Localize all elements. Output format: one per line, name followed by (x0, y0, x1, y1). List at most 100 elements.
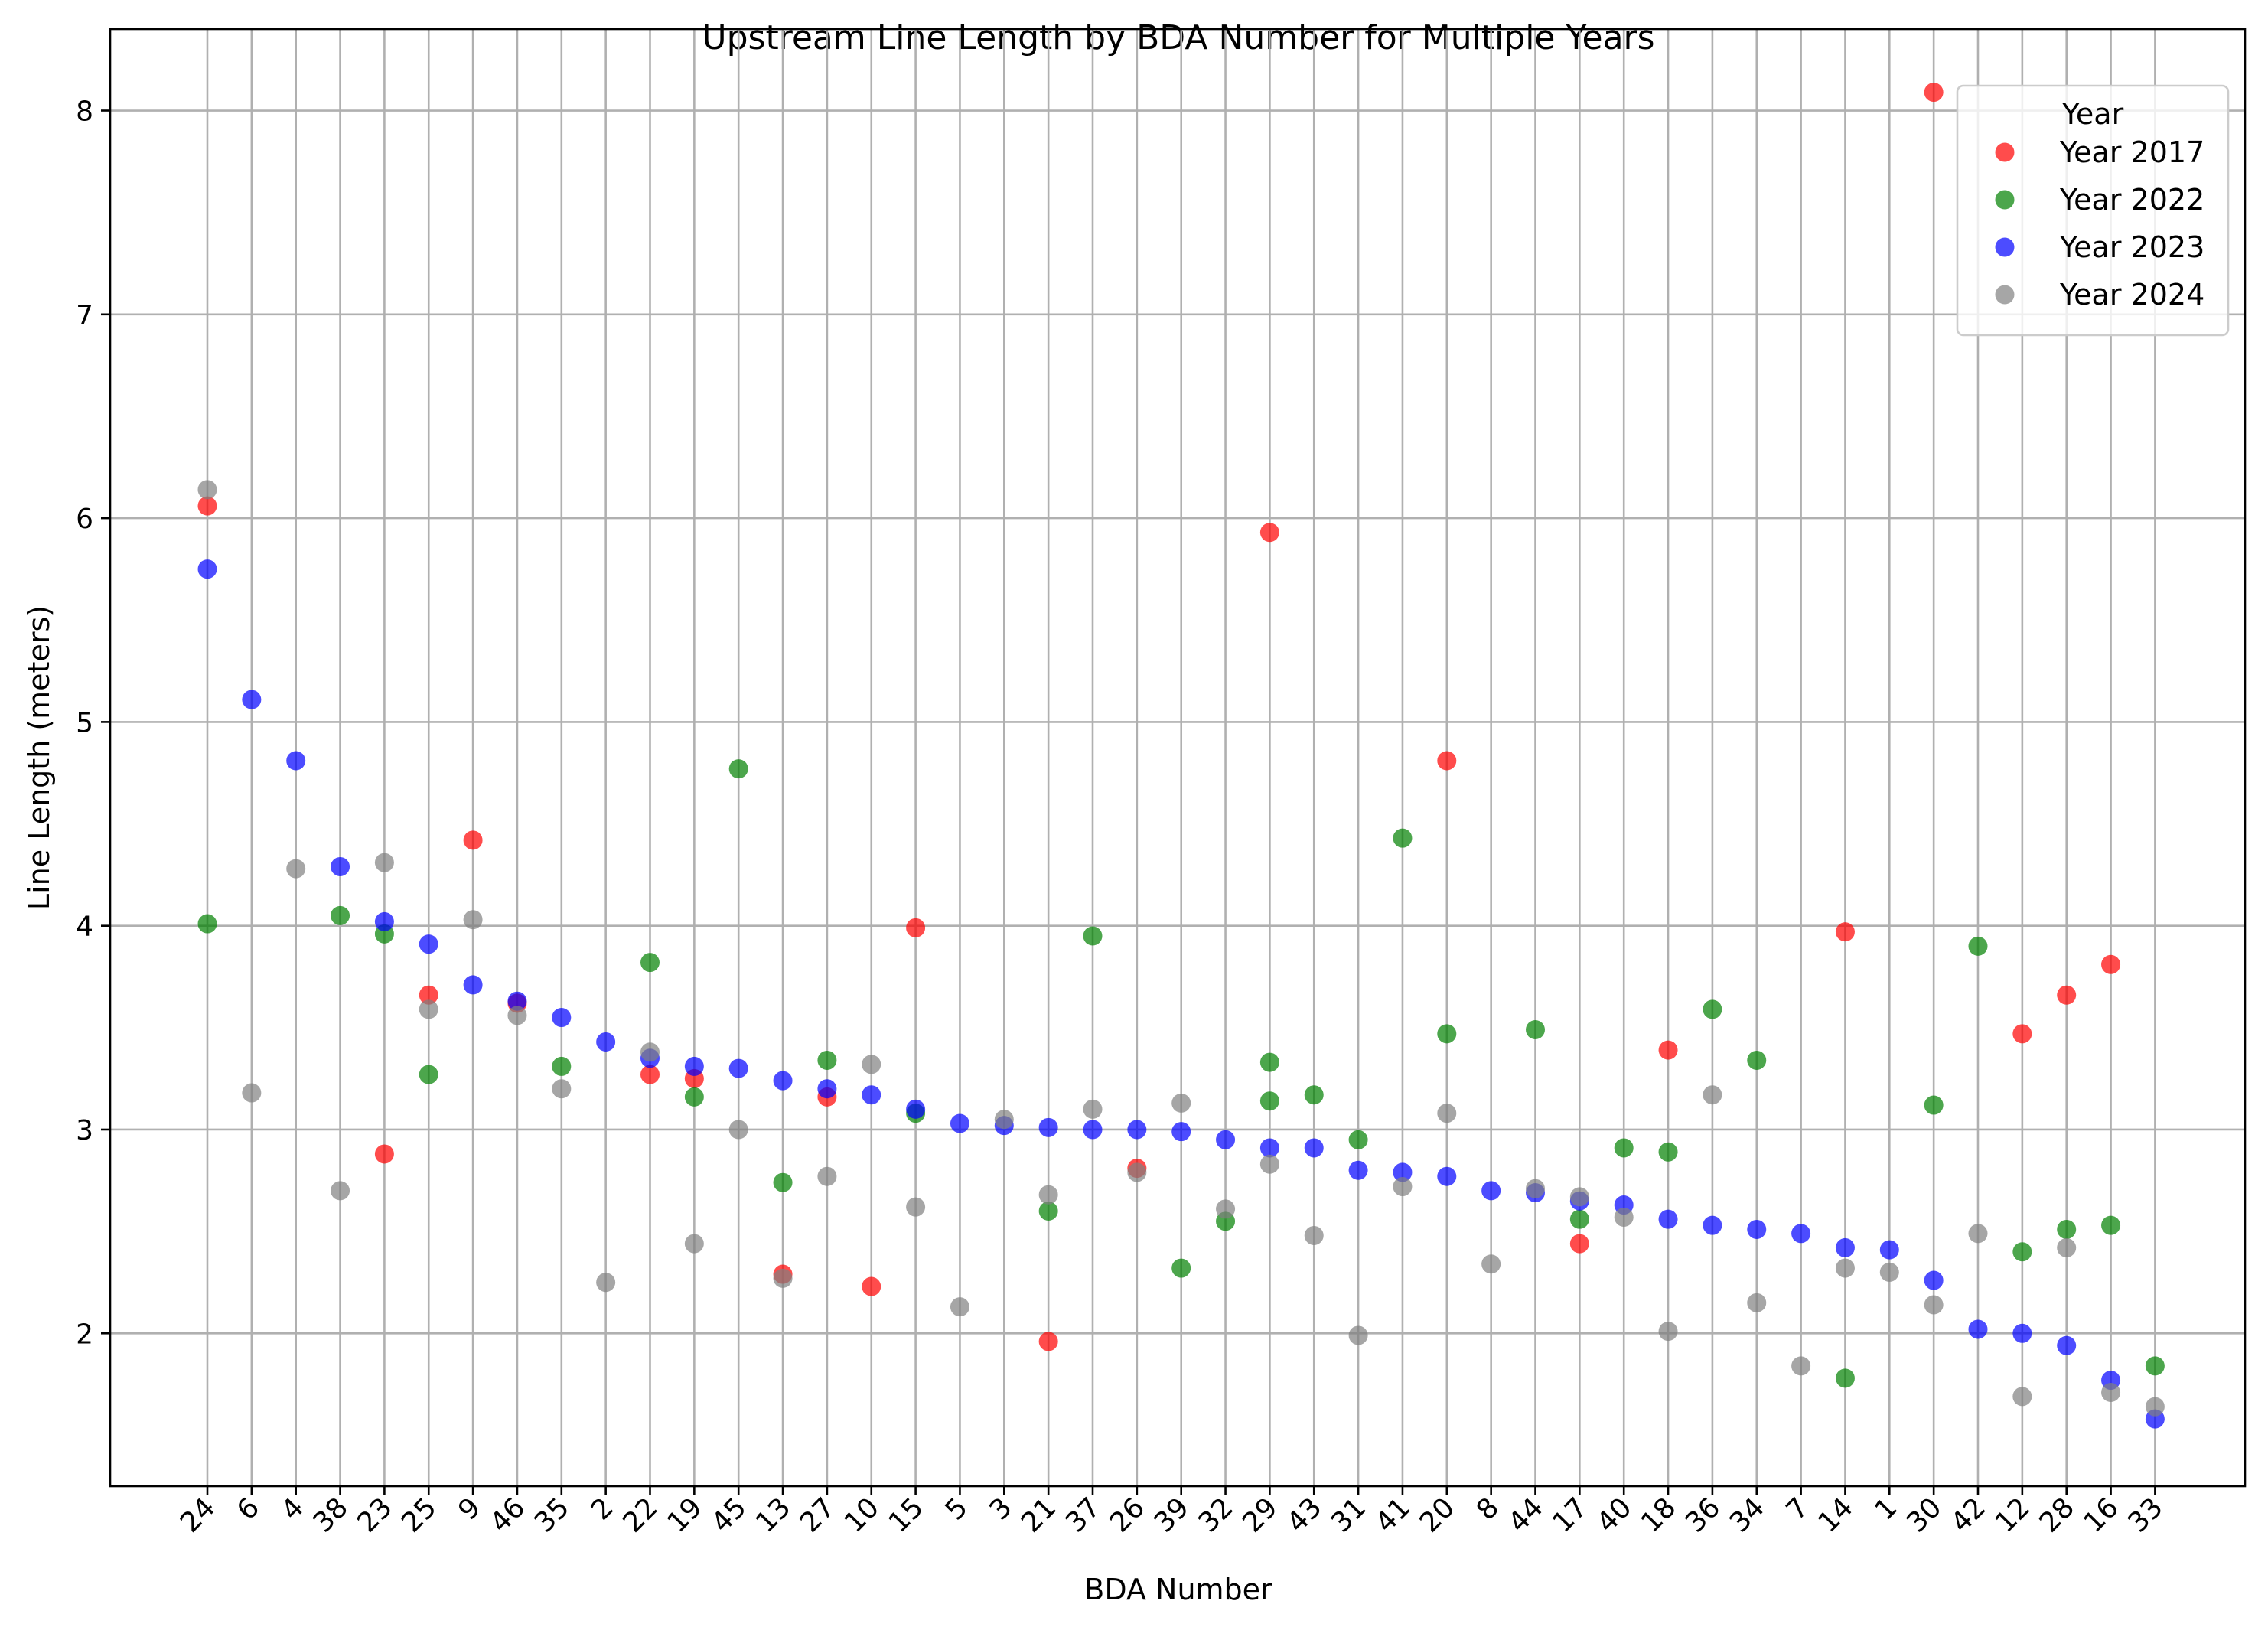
data-point (1703, 1085, 1722, 1105)
data-point (862, 1055, 881, 1074)
data-point (2012, 1242, 2032, 1262)
data-point (1526, 1179, 1545, 1198)
data-point (552, 1056, 572, 1076)
data-point (596, 1273, 616, 1293)
data-point (817, 1050, 837, 1070)
data-point (817, 1166, 837, 1186)
data-point (1171, 1093, 1191, 1113)
data-point (331, 1181, 350, 1201)
data-point (286, 859, 306, 879)
data-point (1259, 1154, 1279, 1174)
data-point (1835, 1237, 1855, 1257)
data-point (419, 985, 438, 1005)
data-point (1216, 1130, 1236, 1149)
data-point (1083, 1120, 1103, 1140)
data-point (1879, 1262, 1899, 1282)
data-point (331, 856, 350, 876)
data-point (1171, 1122, 1191, 1142)
data-point (1083, 1099, 1103, 1119)
data-point (1127, 1162, 1147, 1182)
data-point (728, 1120, 748, 1140)
plot-frame (109, 28, 2247, 1488)
data-point (552, 1079, 572, 1099)
data-point (507, 991, 527, 1011)
series-group (197, 559, 2165, 1429)
data-point (640, 953, 660, 973)
data-point (2012, 1387, 2032, 1407)
data-point (906, 1099, 926, 1119)
data-point (1481, 1254, 1501, 1274)
data-point (1304, 1225, 1324, 1245)
data-point (640, 1042, 660, 1062)
data-point (463, 975, 483, 995)
data-point (1437, 1024, 1457, 1044)
data-point (1924, 1270, 1944, 1290)
data-point (242, 690, 262, 709)
data-point (1171, 1258, 1191, 1278)
data-point (1658, 1209, 1678, 1229)
data-point (2057, 1237, 2077, 1257)
data-point (596, 1032, 616, 1052)
data-point (197, 559, 217, 579)
data-point (684, 1056, 704, 1076)
data-point (1791, 1224, 1811, 1244)
data-point (684, 1087, 704, 1107)
legend-marker (1995, 190, 2015, 210)
data-point (374, 1144, 394, 1164)
data-point (463, 910, 483, 930)
y-tick-label: 4 (76, 911, 93, 943)
data-point (1703, 1215, 1722, 1235)
data-point (1968, 1319, 1988, 1339)
data-point (1038, 1202, 1058, 1221)
data-point (1614, 1207, 1634, 1227)
data-point (197, 914, 217, 934)
data-point (1924, 83, 1944, 103)
data-point (507, 1006, 527, 1025)
data-point (728, 759, 748, 779)
data-point (2101, 954, 2121, 974)
data-point (773, 1268, 793, 1288)
data-point (1259, 1138, 1279, 1158)
data-point (1038, 1117, 1058, 1137)
data-point (773, 1172, 793, 1192)
data-point (1791, 1356, 1811, 1376)
data-point (242, 1083, 262, 1103)
points-layer (197, 83, 2165, 1429)
data-point (331, 905, 350, 925)
data-point (906, 1197, 926, 1217)
data-point (419, 934, 438, 954)
data-point (374, 911, 394, 931)
data-point (2145, 1356, 2165, 1376)
data-point (1437, 751, 1457, 771)
legend-label: Year 2017 (2059, 135, 2204, 169)
data-point (1304, 1085, 1324, 1105)
legend-label: Year 2023 (2059, 230, 2204, 264)
data-point (1747, 1219, 1767, 1239)
data-point (950, 1113, 969, 1133)
data-point (1569, 1187, 1589, 1207)
y-tick-label: 7 (76, 300, 93, 331)
data-point (728, 1058, 748, 1078)
data-point (1658, 1142, 1678, 1162)
data-point (2057, 1335, 2077, 1355)
data-point (419, 999, 438, 1019)
data-point (862, 1276, 881, 1296)
data-point (463, 830, 483, 850)
data-point (1835, 1258, 1855, 1278)
data-point (2145, 1397, 2165, 1417)
data-point (684, 1234, 704, 1254)
data-point (1038, 1185, 1058, 1205)
legend-box (1956, 84, 2230, 337)
data-point (1747, 1293, 1767, 1312)
data-point (1569, 1234, 1589, 1254)
legend-marker (1995, 237, 2015, 257)
data-point (1038, 1332, 1058, 1351)
data-point (2057, 985, 2077, 1005)
legend-title: Year (2061, 97, 2124, 131)
data-point (1348, 1130, 1368, 1149)
data-point (2012, 1024, 2032, 1044)
y-axis-label: Line Length (meters) (22, 605, 56, 910)
data-point (1658, 1040, 1678, 1060)
data-point (862, 1085, 881, 1105)
